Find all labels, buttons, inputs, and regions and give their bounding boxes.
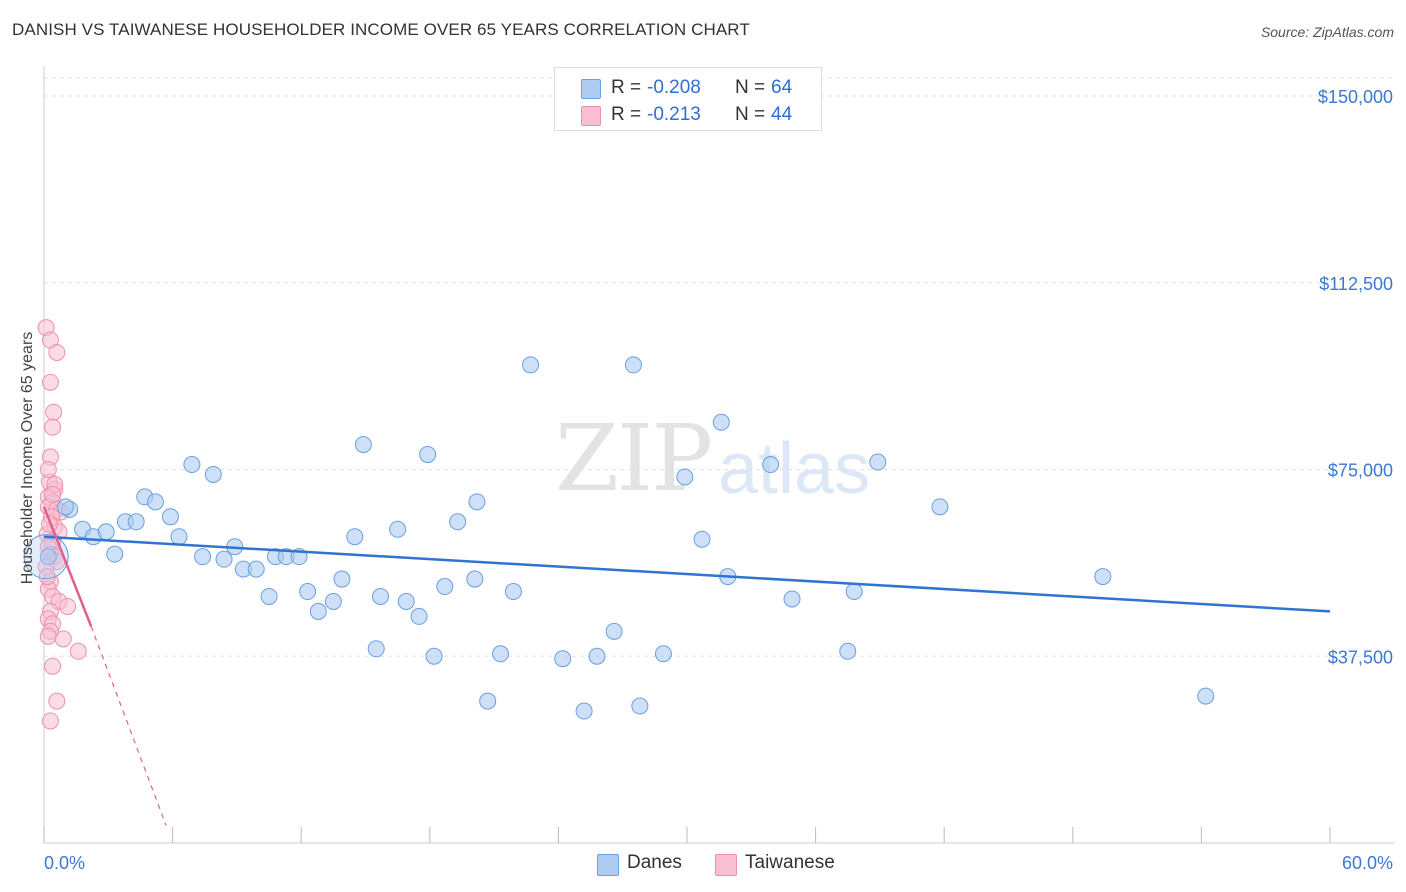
danes-point	[39, 548, 57, 566]
taiwanese-trend-extension	[90, 626, 167, 826]
danes-point	[1197, 687, 1215, 705]
legend-r-value: -0.208	[647, 77, 701, 98]
taiwanese-point	[45, 403, 63, 421]
danes-point	[492, 645, 510, 663]
danes-point	[183, 456, 201, 474]
y-tick-label: $112,500	[1319, 274, 1393, 294]
legend-n-value: 44	[771, 104, 793, 125]
danes-point	[449, 513, 467, 531]
legend-r-label: R =	[611, 77, 642, 98]
danes-point	[397, 592, 415, 610]
source-label: Source: ZipAtlas.com	[1260, 24, 1394, 40]
danes-point	[436, 578, 454, 596]
danes-point	[215, 550, 233, 568]
danes-point	[333, 570, 351, 588]
danes-point	[161, 508, 179, 526]
danes-point	[468, 493, 486, 511]
danes-point	[106, 545, 124, 563]
danes-point	[170, 528, 188, 546]
danes-point	[712, 413, 730, 431]
danes-point	[299, 583, 317, 601]
danes-point	[419, 446, 437, 464]
taiwanese-point	[54, 630, 72, 648]
y-tick-label: $37,500	[1328, 647, 1393, 667]
danes-point	[127, 513, 145, 531]
watermark-zip: ZIP	[555, 405, 713, 512]
taiwanese-point	[48, 692, 66, 710]
legend-n-label: N =	[735, 77, 766, 98]
danes-point	[260, 587, 278, 605]
x-tick-label-max: 60.0%	[1342, 853, 1393, 873]
correlation-legend: R = -0.208 N = 64 R = -0.213 N = 44	[554, 67, 822, 131]
taiwanese-point	[59, 597, 77, 615]
danes-point	[194, 548, 212, 566]
taiwanese-trend-line	[42, 506, 93, 627]
danes-point	[97, 523, 115, 541]
danes-point	[372, 587, 390, 605]
taiwanese-point	[44, 657, 62, 675]
danes-cluster-point	[23, 534, 69, 580]
danes-point	[676, 468, 694, 486]
danes-point	[389, 520, 407, 538]
danes-point	[631, 697, 649, 715]
danes-point	[845, 583, 863, 601]
danes-point	[354, 436, 372, 454]
danes-point	[522, 356, 540, 374]
legend-n-label: N =	[735, 104, 766, 125]
danes-trend-line	[43, 535, 1331, 613]
bottom-legend-swatch-danes	[597, 854, 619, 876]
taiwanese-point	[44, 418, 62, 436]
danes-point	[575, 702, 593, 720]
danes-point	[324, 592, 342, 610]
taiwanese-point	[39, 461, 57, 478]
danes-point	[588, 647, 606, 665]
y-axis-label: Householder Income Over 65 years	[19, 331, 36, 585]
danes-point	[693, 530, 711, 548]
x-tick-label-min: 0.0%	[44, 853, 85, 873]
danes-point	[1094, 568, 1112, 586]
danes-point	[146, 493, 164, 511]
danes-point	[346, 528, 364, 546]
danes-point	[839, 642, 857, 660]
legend-swatch-taiwanese	[581, 106, 601, 126]
bottom-legend-label-danes: Danes	[627, 852, 682, 873]
danes-point	[654, 645, 672, 663]
danes-point	[554, 650, 572, 668]
danes-point	[309, 602, 327, 620]
legend-r-value: -0.213	[647, 104, 701, 125]
taiwanese-point	[48, 343, 66, 361]
taiwanese-point	[44, 485, 62, 503]
legend-swatch-danes	[581, 79, 601, 99]
danes-point	[247, 560, 265, 578]
danes-point	[425, 647, 443, 665]
legend-r-label: R =	[611, 104, 642, 125]
danes-point	[56, 498, 74, 516]
danes-point	[783, 590, 801, 608]
danes-point	[931, 498, 949, 516]
taiwanese-point	[41, 373, 59, 391]
chart-title: DANISH VS TAIWANESE HOUSEHOLDER INCOME O…	[12, 20, 750, 39]
danes-point	[410, 607, 428, 625]
danes-point	[479, 692, 497, 710]
y-tick-label: $150,000	[1318, 87, 1393, 107]
danes-point	[504, 583, 522, 601]
taiwanese-point	[39, 627, 57, 645]
bottom-legend-label-taiwanese: Taiwanese	[745, 852, 835, 873]
danes-point	[624, 356, 642, 374]
danes-point	[605, 622, 623, 640]
legend-n-value: 64	[771, 77, 793, 98]
danes-point	[869, 453, 887, 471]
danes-point	[466, 570, 484, 588]
y-tick-label: $75,000	[1328, 461, 1393, 481]
bottom-legend-swatch-taiwanese	[715, 854, 737, 876]
taiwanese-point	[41, 712, 59, 730]
danes-point	[204, 465, 222, 483]
danes-point	[762, 456, 780, 474]
taiwanese-point	[69, 642, 87, 660]
danes-point	[367, 640, 385, 658]
